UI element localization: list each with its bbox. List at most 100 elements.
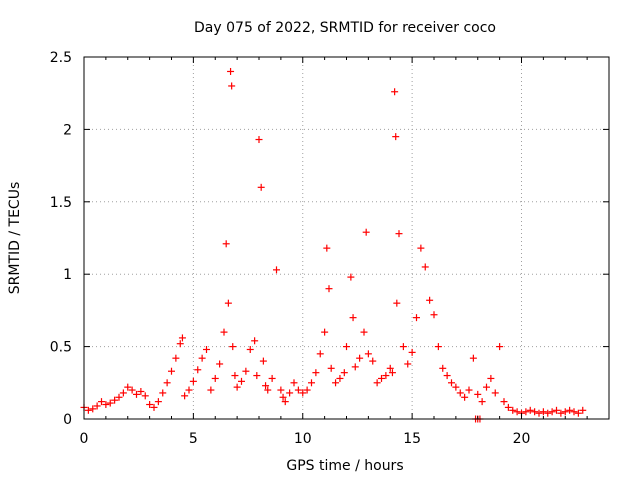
- data-point: [262, 382, 270, 390]
- y-tick-label: 1.5: [50, 195, 72, 211]
- data-point: [469, 354, 477, 362]
- data-point: [259, 357, 267, 365]
- data-point: [531, 408, 539, 416]
- x-tick-label: 20: [513, 431, 531, 447]
- data-point: [417, 244, 425, 252]
- data-point: [474, 390, 482, 398]
- data-point: [393, 299, 401, 307]
- data-point: [253, 372, 261, 380]
- data-point: [513, 408, 521, 416]
- grid-lines: [84, 57, 609, 419]
- data-point: [277, 386, 285, 394]
- y-axis-ticks: 0 0.5 1 1.5 2 2.5: [50, 50, 609, 428]
- data-point: [509, 406, 517, 414]
- data-point: [539, 408, 547, 416]
- data-point: [176, 340, 184, 348]
- data-point: [251, 337, 259, 345]
- data-point: [364, 350, 372, 358]
- y-tick-label: 2.5: [50, 50, 72, 66]
- data-point: [522, 408, 530, 416]
- data-point: [198, 354, 206, 362]
- data-point: [228, 82, 236, 90]
- data-point: [487, 374, 495, 382]
- x-tick-label: 5: [189, 431, 198, 447]
- data-point: [557, 409, 565, 417]
- data-point: [124, 383, 132, 391]
- data-point: [392, 133, 400, 141]
- data-point: [316, 350, 324, 358]
- data-point: [461, 393, 469, 401]
- y-axis-label: SRMTID / TECUs: [7, 182, 23, 295]
- data-point: [340, 369, 348, 377]
- data-point: [185, 386, 193, 394]
- data-point: [349, 314, 357, 322]
- data-point: [294, 386, 302, 394]
- data-point: [279, 393, 287, 401]
- data-point: [150, 403, 158, 411]
- data-point: [535, 409, 543, 417]
- data-point: [216, 360, 224, 368]
- data-point: [579, 406, 587, 414]
- data-point: [137, 387, 145, 395]
- data-point: [172, 354, 180, 362]
- data-point: [504, 403, 512, 411]
- data-point: [421, 263, 429, 271]
- data-point: [290, 379, 298, 387]
- data-point: [281, 398, 289, 406]
- data-point: [336, 374, 344, 382]
- data-point: [483, 383, 490, 391]
- data-point: [443, 372, 451, 380]
- data-point: [325, 285, 333, 293]
- data-point: [178, 334, 186, 342]
- data-point: [286, 389, 294, 397]
- data-point: [399, 343, 407, 351]
- data-point: [426, 296, 434, 304]
- data-point: [146, 401, 154, 409]
- data-point: [465, 386, 473, 394]
- data-point: [347, 273, 355, 281]
- data-point: [194, 366, 202, 374]
- data-point: [238, 377, 245, 385]
- data-point: [233, 383, 241, 391]
- data-point: [526, 406, 534, 414]
- data-point: [382, 372, 390, 380]
- data-point: [106, 399, 114, 407]
- data-point: [312, 369, 320, 377]
- data-point: [351, 363, 359, 371]
- data-point: [268, 374, 276, 382]
- data-point: [257, 183, 265, 191]
- data-point: [207, 386, 215, 394]
- data-point: [224, 299, 232, 307]
- data-point: [332, 379, 340, 387]
- data-point: [102, 401, 110, 409]
- data-point: [98, 398, 105, 406]
- data-point: [404, 360, 412, 368]
- data-point: [181, 392, 189, 400]
- data-point: [128, 386, 136, 394]
- data-point: [84, 406, 92, 414]
- data-point: [321, 328, 329, 336]
- data-point: [570, 408, 578, 416]
- data-point: [203, 345, 210, 353]
- y-tick-label: 0: [63, 412, 72, 428]
- data-point: [154, 398, 162, 406]
- data-point: [229, 343, 237, 351]
- data-point: [323, 244, 331, 252]
- x-tick-label: 0: [80, 431, 89, 447]
- data-point: [391, 88, 399, 96]
- data-point: [478, 398, 486, 406]
- data-point: [141, 392, 149, 400]
- data-point: [439, 364, 447, 372]
- data-point: [553, 406, 560, 414]
- data-point: [222, 240, 230, 248]
- data-point: [413, 314, 420, 322]
- data-point: [373, 379, 381, 387]
- data-point: [119, 389, 127, 397]
- x-axis-label: GPS time / hours: [286, 458, 403, 474]
- data-point: [220, 328, 228, 336]
- data-point: [89, 405, 97, 413]
- data-point: [303, 386, 311, 394]
- x-tick-label: 10: [294, 431, 312, 447]
- data-point: [299, 389, 307, 397]
